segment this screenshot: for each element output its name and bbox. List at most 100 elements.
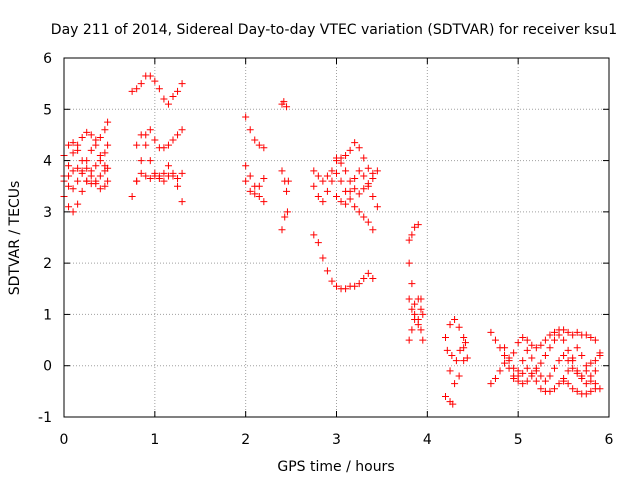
data-point-marker: [65, 203, 73, 211]
data-point-marker: [328, 167, 336, 175]
data-point-marker: [360, 154, 368, 162]
data-point-marker: [133, 141, 141, 149]
data-point-marker: [146, 157, 154, 165]
data-point-marker: [569, 364, 577, 372]
data-point-marker: [405, 295, 413, 303]
data-point-marker: [501, 344, 509, 352]
data-point-marker: [337, 177, 345, 185]
data-point-marker: [596, 385, 604, 393]
series-c2: [242, 162, 268, 206]
y-axis-ticks: -1 0 1 2 3 4 5 6: [38, 51, 609, 426]
data-point-marker: [408, 305, 416, 313]
data-point-marker: [242, 113, 250, 121]
series-b4: [133, 169, 186, 185]
data-point-marker: [342, 200, 350, 208]
data-point-marker: [280, 98, 288, 106]
data-point-marker: [319, 198, 327, 206]
data-point-marker: [87, 180, 95, 188]
data-point-marker: [65, 141, 73, 149]
series-b2: [128, 126, 186, 200]
data-point-marker: [346, 146, 354, 154]
data-point-marker: [351, 175, 359, 183]
data-point-marker: [278, 226, 286, 234]
data-point-marker: [178, 169, 186, 177]
data-point-marker: [573, 387, 581, 395]
data-point-marker: [541, 336, 549, 344]
data-point-marker: [310, 167, 318, 175]
data-point-marker: [582, 362, 590, 370]
data-point-marker: [164, 141, 172, 149]
data-point-marker: [65, 182, 73, 190]
data-point-marker: [151, 136, 159, 144]
y-tick-label: 2: [43, 256, 52, 272]
data-point-marker: [69, 139, 77, 147]
data-point-marker: [346, 187, 354, 195]
data-point-marker: [360, 275, 368, 283]
data-point-marker: [351, 139, 359, 147]
data-point-marker: [92, 162, 100, 170]
data-point-marker: [255, 192, 263, 200]
series-b3: [133, 131, 186, 206]
data-point-marker: [582, 390, 590, 398]
data-point-marker: [446, 321, 454, 329]
data-point-marker: [487, 380, 495, 388]
data-point-marker: [449, 400, 457, 408]
data-point-marker: [546, 344, 554, 352]
data-point-marker: [104, 118, 112, 126]
data-point-marker: [87, 131, 95, 139]
data-point-marker: [514, 367, 522, 375]
data-point-marker: [546, 387, 554, 395]
data-point-marker: [414, 321, 422, 329]
data-point-marker: [78, 167, 86, 175]
data-point-marker: [582, 380, 590, 388]
data-point-marker: [414, 221, 422, 229]
data-point-marker: [164, 100, 172, 108]
data-point-marker: [346, 195, 354, 203]
data-point-marker: [578, 351, 586, 359]
chart-title: Day 211 of 2014, Sidereal Day-to-day VTE…: [51, 22, 617, 38]
data-point-marker: [328, 177, 336, 185]
data-point-marker: [373, 203, 381, 211]
data-point-marker: [408, 231, 416, 239]
data-point-marker: [364, 269, 372, 277]
data-point-marker: [83, 164, 91, 172]
data-point-marker: [528, 354, 536, 362]
data-point-marker: [178, 80, 186, 88]
data-point-marker: [523, 336, 531, 344]
data-point-marker: [151, 172, 159, 180]
data-point-marker: [355, 167, 363, 175]
data-point-marker: [446, 367, 454, 375]
data-point-marker: [523, 377, 531, 385]
x-tick-label: 0: [60, 432, 69, 448]
data-point-marker: [346, 177, 354, 185]
data-point-marker: [461, 339, 469, 347]
data-point-marker: [260, 175, 268, 183]
data-point-marker: [519, 334, 527, 342]
data-point-marker: [360, 172, 368, 180]
data-point-marker: [519, 380, 527, 388]
data-point-marker: [342, 285, 350, 293]
data-point-marker: [419, 310, 427, 318]
data-point-marker: [591, 367, 599, 375]
y-tick-label: 6: [43, 51, 52, 67]
data-point-marker: [551, 385, 558, 393]
series-c4: [278, 98, 292, 234]
data-point-marker: [83, 128, 91, 136]
data-point-marker: [178, 198, 186, 206]
data-point-marker: [337, 198, 345, 206]
data-point-marker: [537, 372, 545, 380]
data-point-marker: [96, 172, 104, 180]
data-point-marker: [260, 144, 268, 152]
data-point-marker: [242, 177, 250, 185]
data-point-marker: [555, 380, 563, 388]
data-point-marker: [451, 316, 459, 324]
data-point-marker: [523, 364, 531, 372]
series-e2: [405, 259, 427, 344]
data-point-marker: [408, 326, 416, 334]
data-point-marker: [69, 149, 77, 157]
data-point-marker: [501, 359, 509, 367]
data-point-marker: [323, 172, 331, 180]
data-point-marker: [69, 185, 77, 193]
data-point-marker: [519, 369, 527, 377]
data-point-marker: [319, 177, 327, 185]
